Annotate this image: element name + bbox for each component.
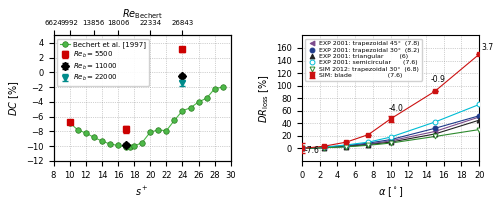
Bechert et al. [1997] xyxy=(83,132,89,134)
Line: EXP 2001: trapezoidal 30°  (8.2): EXP 2001: trapezoidal 30° (8.2) xyxy=(300,113,482,151)
EXP 2001: trapezoidal 45°  (7.8): (2.5, 1.5): trapezoidal 45° (7.8): (2.5, 1.5) xyxy=(321,146,327,149)
SIM 2012: trapezoidal 30°  (6.8): (2.5, 1): trapezoidal 30° (6.8): (2.5, 1) xyxy=(321,146,327,149)
Bechert et al. [1997] xyxy=(156,129,162,131)
EXP 2001: trapezoidal 45°  (7.8): (5, 3.5): trapezoidal 45° (7.8): (5, 3.5) xyxy=(343,145,349,147)
Bechert et al. [1997] xyxy=(204,97,210,99)
EXP 2001: triangular        (6): (15, 23): triangular (6): (15, 23) xyxy=(432,133,438,135)
Bechert et al. [1997] xyxy=(180,110,186,112)
EXP 2001: trapezoidal 30°  (8.2): (5, 4.5): trapezoidal 30° (8.2): (5, 4.5) xyxy=(343,144,349,147)
EXP 2001: trapezoidal 45°  (7.8): (7.5, 7): trapezoidal 45° (7.8): (7.5, 7) xyxy=(366,143,372,145)
EXP 2001: semicircular      (7.6): (20, 70): semicircular (7.6): (20, 70) xyxy=(476,103,482,106)
X-axis label: $s^+$: $s^+$ xyxy=(136,185,149,198)
Line: EXP 2001: triangular        (6): EXP 2001: triangular (6) xyxy=(300,118,482,151)
Bechert et al. [1997] xyxy=(164,129,170,132)
Bechert et al. [1997] xyxy=(188,107,194,109)
Bechert et al. [1997] xyxy=(66,121,72,124)
EXP 2001: semicircular      (7.6): (5, 5.5): semicircular (7.6): (5, 5.5) xyxy=(343,144,349,146)
Text: -4.0: -4.0 xyxy=(389,104,404,113)
X-axis label: $\alpha$ [$^\circ$]: $\alpha$ [$^\circ$] xyxy=(378,185,404,199)
Text: 3.7: 3.7 xyxy=(481,43,493,52)
Text: -0.9: -0.9 xyxy=(430,75,446,84)
EXP 2001: trapezoidal 30°  (8.2): (20, 52): trapezoidal 30° (8.2): (20, 52) xyxy=(476,115,482,117)
EXP 2001: trapezoidal 45°  (7.8): (10, 12): trapezoidal 45° (7.8): (10, 12) xyxy=(388,140,394,142)
EXP 2001: triangular        (6): (5, 3): triangular (6): (5, 3) xyxy=(343,145,349,148)
Bechert et al. [1997] xyxy=(147,131,153,133)
EXP 2001: triangular        (6): (10, 10): triangular (6): (10, 10) xyxy=(388,141,394,143)
Line: Bechert et al. [1997]: Bechert et al. [1997] xyxy=(67,84,226,150)
Y-axis label: $DR_\mathrm{loss}$ [%]: $DR_\mathrm{loss}$ [%] xyxy=(257,74,271,123)
Line: EXP 2001: trapezoidal 45°  (7.8): EXP 2001: trapezoidal 45° (7.8) xyxy=(300,115,482,151)
SIM 2012: trapezoidal 30°  (6.8): (10, 8.5): trapezoidal 30° (6.8): (10, 8.5) xyxy=(388,142,394,144)
EXP 2001: trapezoidal 30°  (8.2): (0, 0): trapezoidal 30° (8.2): (0, 0) xyxy=(299,147,305,150)
Bechert et al. [1997] xyxy=(99,140,105,142)
Line: EXP 2001: semicircular      (7.6): EXP 2001: semicircular (7.6) xyxy=(300,102,482,151)
EXP 2001: semicircular      (7.6): (0, 0): semicircular (7.6): (0, 0) xyxy=(299,147,305,150)
Bechert et al. [1997] xyxy=(131,145,137,147)
Bechert et al. [1997] xyxy=(123,146,129,148)
Bechert et al. [1997] xyxy=(172,119,177,122)
EXP 2001: triangular        (6): (20, 45): triangular (6): (20, 45) xyxy=(476,119,482,121)
EXP 2001: semicircular      (7.6): (10, 18): semicircular (7.6): (10, 18) xyxy=(388,136,394,138)
EXP 2001: semicircular      (7.6): (2.5, 2): semicircular (7.6): (2.5, 2) xyxy=(321,146,327,148)
SIM 2012: trapezoidal 30°  (6.8): (0, 0): trapezoidal 30° (6.8): (0, 0) xyxy=(299,147,305,150)
Bechert et al. [1997] xyxy=(115,144,121,147)
X-axis label: $Re_\mathrm{Bechert}$: $Re_\mathrm{Bechert}$ xyxy=(122,7,163,21)
EXP 2001: trapezoidal 45°  (7.8): (20, 50): trapezoidal 45° (7.8): (20, 50) xyxy=(476,116,482,118)
EXP 2001: trapezoidal 45°  (7.8): (15, 27): trapezoidal 45° (7.8): (15, 27) xyxy=(432,130,438,133)
EXP 2001: trapezoidal 30°  (8.2): (15, 32): trapezoidal 30° (8.2): (15, 32) xyxy=(432,127,438,130)
EXP 2001: triangular        (6): (2.5, 1.2): triangular (6): (2.5, 1.2) xyxy=(321,146,327,149)
SIM 2012: trapezoidal 30°  (6.8): (15, 19): trapezoidal 30° (6.8): (15, 19) xyxy=(432,135,438,138)
Line: SIM 2012: trapezoidal 30°  (6.8): SIM 2012: trapezoidal 30° (6.8) xyxy=(300,127,482,151)
Bechert et al. [1997] xyxy=(212,87,218,90)
Bechert et al. [1997] xyxy=(139,141,145,144)
Bechert et al. [1997] xyxy=(196,101,202,103)
Legend: EXP 2001: trapezoidal 45°  (7.8), EXP 2001: trapezoidal 30°  (8.2), EXP 2001: tr: EXP 2001: trapezoidal 45° (7.8), EXP 200… xyxy=(305,39,422,81)
Y-axis label: $DC$ [%]: $DC$ [%] xyxy=(7,80,21,116)
EXP 2001: trapezoidal 30°  (8.2): (10, 14): trapezoidal 30° (8.2): (10, 14) xyxy=(388,138,394,141)
EXP 2001: semicircular      (7.6): (15, 42): semicircular (7.6): (15, 42) xyxy=(432,121,438,123)
EXP 2001: trapezoidal 30°  (8.2): (7.5, 8.5): trapezoidal 30° (8.2): (7.5, 8.5) xyxy=(366,142,372,144)
SIM 2012: trapezoidal 30°  (6.8): (5, 2.5): trapezoidal 30° (6.8): (5, 2.5) xyxy=(343,146,349,148)
SIM 2012: trapezoidal 30°  (6.8): (7.5, 5): trapezoidal 30° (6.8): (7.5, 5) xyxy=(366,144,372,146)
Bechert et al. [1997] xyxy=(220,86,226,88)
SIM 2012: trapezoidal 30°  (6.8): (20, 30): trapezoidal 30° (6.8): (20, 30) xyxy=(476,128,482,131)
EXP 2001: triangular        (6): (7.5, 6): triangular (6): (7.5, 6) xyxy=(366,143,372,146)
Text: -7.6: -7.6 xyxy=(304,146,320,155)
EXP 2001: triangular        (6): (0, 0): triangular (6): (0, 0) xyxy=(299,147,305,150)
Bechert et al. [1997] xyxy=(74,129,80,131)
Bechert et al. [1997] xyxy=(107,143,113,145)
Bechert et al. [1997] xyxy=(91,136,97,139)
Legend: Bechert et al. [1997], $Re_b = 5500$, $Re_b = 11000$, $Re_b = 22000$: Bechert et al. [1997], $Re_b = 5500$, $R… xyxy=(57,39,149,86)
EXP 2001: trapezoidal 45°  (7.8): (0, 0): trapezoidal 45° (7.8): (0, 0) xyxy=(299,147,305,150)
EXP 2001: semicircular      (7.6): (7.5, 10): semicircular (7.6): (7.5, 10) xyxy=(366,141,372,143)
Bechert et al. [1997] xyxy=(127,146,133,148)
EXP 2001: trapezoidal 30°  (8.2): (2.5, 1.8): trapezoidal 30° (8.2): (2.5, 1.8) xyxy=(321,146,327,149)
